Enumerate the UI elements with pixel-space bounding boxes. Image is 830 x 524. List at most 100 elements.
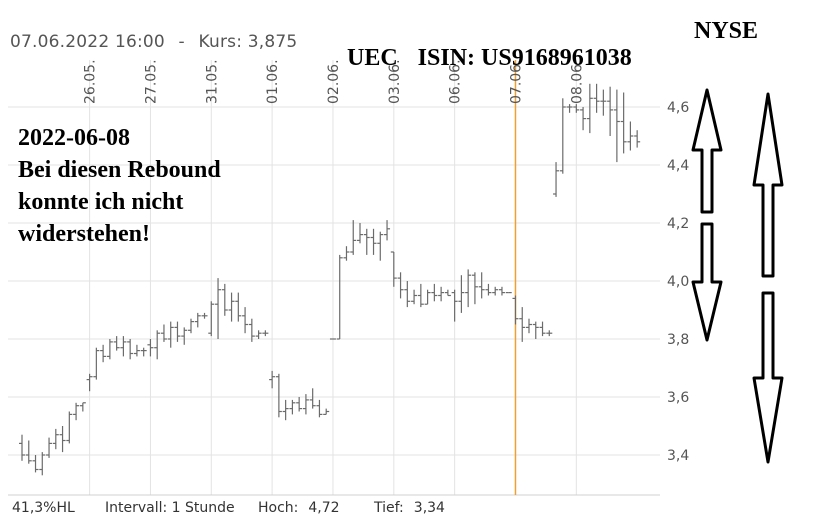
- annotation-line: konnte ich nicht: [18, 189, 184, 215]
- ohlc-bar: [73, 402, 80, 421]
- annotation-line: widerstehen!: [18, 221, 150, 247]
- annotation-line: Bei diesen Rebound: [18, 157, 221, 183]
- ohlc-bar: [471, 272, 478, 305]
- ohlc-bar: [390, 251, 397, 287]
- footer-low: Tief: 3,34: [374, 500, 445, 516]
- ohlc-bar: [431, 283, 438, 302]
- ohlc-bar: [275, 373, 282, 418]
- x-tick-label: 08.06.: [569, 59, 585, 104]
- ohlc-bar: [86, 373, 93, 392]
- ohlc-bar: [93, 347, 100, 380]
- ticker-symbol: UEC: [347, 45, 398, 71]
- x-tick-label: 03.06.: [387, 59, 403, 104]
- ohlc-bar: [167, 321, 174, 348]
- ohlc-bar: [593, 83, 600, 113]
- ohlc-bar: [228, 292, 235, 322]
- ohlc-bar: [370, 228, 377, 255]
- ohlc-bar: [32, 455, 39, 473]
- ohlc-bar: [498, 286, 505, 296]
- ohlc-bar: [120, 336, 127, 357]
- ohlc-bar: [140, 347, 147, 357]
- ohlc-bar: [532, 321, 539, 339]
- ohlc-bar: [444, 289, 451, 297]
- ohlc-bar: [208, 301, 215, 337]
- ohlc-bar: [113, 336, 120, 351]
- footer-range: 41,3%HL: [12, 500, 75, 516]
- ohlc-bar: [160, 324, 167, 342]
- ohlc-bar: [282, 399, 289, 421]
- ohlc-bar: [478, 272, 485, 299]
- ohlc-bar: [600, 89, 607, 116]
- ohlc-bar: [512, 295, 519, 325]
- ohlc-bar: [424, 289, 431, 305]
- ohlc-bar: [181, 327, 188, 345]
- ohlc-bar: [492, 286, 499, 296]
- ohlc-bar: [438, 286, 445, 302]
- ohlc-bar: [384, 220, 391, 241]
- ohlc-bar: [302, 394, 309, 415]
- ohlc-bar: [377, 231, 384, 261]
- ohlc-bar: [350, 220, 357, 255]
- ohlc-bar: [147, 339, 154, 357]
- y-tick-label: 4,2: [667, 216, 689, 232]
- high-label: Hoch:: [258, 500, 299, 516]
- ohlc-bar: [566, 104, 573, 113]
- right-up-arrow-icon: [752, 92, 784, 278]
- header-separator: -: [178, 32, 185, 52]
- high-value: 4,72: [308, 500, 340, 516]
- ohlc-bar: [323, 408, 330, 415]
- low-label: Tief:: [374, 500, 404, 516]
- ohlc-bars: [19, 83, 641, 476]
- ohlc-bar: [309, 388, 316, 409]
- ohlc-bar: [25, 440, 32, 464]
- ohlc-bar: [52, 428, 59, 450]
- footer-high: Hoch: 4,72: [258, 500, 340, 516]
- ohlc-bar: [357, 223, 363, 244]
- ohlc-bar: [19, 434, 25, 461]
- y-tick-label: 4,4: [667, 158, 689, 174]
- ohlc-bar: [620, 92, 627, 154]
- ohlc-bar: [397, 272, 404, 299]
- ohlc-bar: [553, 162, 560, 197]
- ohlc-bar: [262, 330, 269, 337]
- isin-label: ISIN: US9168961038: [417, 45, 632, 71]
- x-tick-label: 07.06.: [508, 59, 524, 104]
- header-datetime: 07.06.2022 16:00: [10, 32, 165, 52]
- ohlc-bar: [194, 312, 201, 328]
- ohlc-bar: [296, 397, 303, 412]
- ohlc-bar: [573, 104, 580, 113]
- header-price: Kurs: 3,875: [198, 32, 298, 52]
- ohlc-bar: [289, 399, 296, 415]
- ohlc-bar: [586, 83, 593, 134]
- ohlc-bar: [613, 89, 620, 163]
- annotation-text: 2022-06-08 Bei diesen Rebound konnte ich…: [18, 122, 221, 250]
- y-tick-label: 3,8: [667, 332, 689, 348]
- ohlc-bar: [627, 121, 634, 151]
- ohlc-bar: [539, 321, 546, 337]
- ohlc-bar: [201, 312, 208, 319]
- y-tick-label: 4,6: [667, 100, 689, 116]
- ticker-title: UEC ISIN: US9168961038: [335, 18, 632, 72]
- ohlc-bar: [221, 283, 228, 316]
- ohlc-bar: [188, 318, 194, 334]
- ohlc-bar: [255, 330, 262, 339]
- ohlc-bar: [465, 269, 472, 308]
- ohlc-bar: [235, 292, 242, 322]
- footer-interval: Intervall: 1 Stunde: [105, 500, 235, 516]
- chart-header: 07.06.2022 16:00 - Kurs: 3,875: [10, 32, 297, 52]
- x-tick-label: 26.05.: [83, 59, 99, 104]
- ohlc-bar: [66, 411, 73, 444]
- low-value: 3,34: [413, 500, 445, 516]
- ohlc-bar: [363, 228, 370, 255]
- ohlc-bar: [343, 246, 350, 261]
- ohlc-bar: [79, 402, 86, 412]
- ohlc-bar: [39, 452, 46, 476]
- ohlc-bar: [411, 289, 418, 305]
- annotation-line: 2022-06-08: [18, 125, 130, 151]
- ohlc-bar: [106, 339, 113, 360]
- ohlc-bar: [154, 330, 161, 360]
- x-tick-label: 06.06.: [448, 59, 464, 104]
- ohlc-bar: [269, 370, 276, 389]
- ohlc-bar: [174, 321, 181, 342]
